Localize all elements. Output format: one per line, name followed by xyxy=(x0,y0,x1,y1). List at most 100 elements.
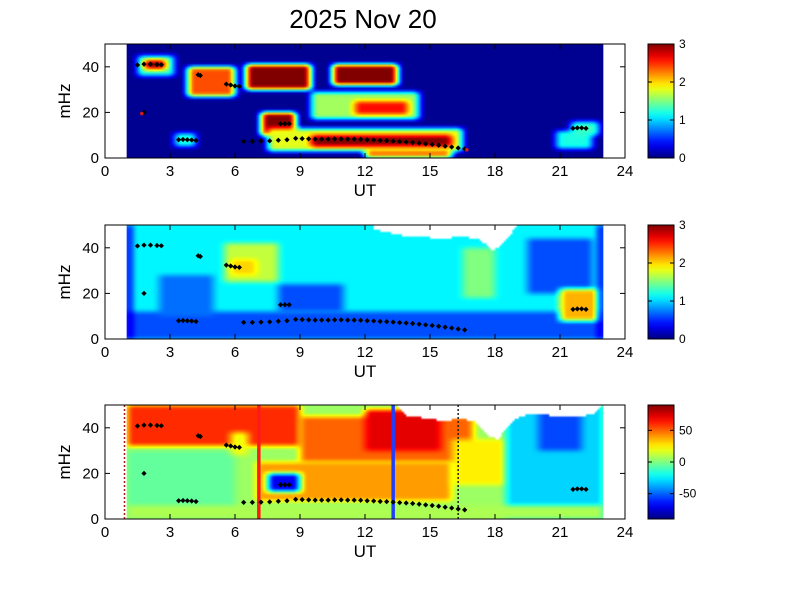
trace-end-point xyxy=(140,111,144,116)
trace-point xyxy=(134,423,141,429)
x-tick-label: 12 xyxy=(357,163,374,180)
trace-point xyxy=(332,136,338,142)
trace-point xyxy=(403,500,409,506)
trace-point xyxy=(338,497,344,503)
trace-point xyxy=(306,497,312,503)
trace-point xyxy=(583,306,589,312)
x-tick-label: 3 xyxy=(166,163,174,180)
trace-point xyxy=(258,138,264,144)
spectrogram-top xyxy=(126,44,604,158)
x-axis-label: UT xyxy=(354,181,377,200)
trace-point xyxy=(436,503,442,509)
x-tick-label: 12 xyxy=(357,524,374,541)
colorbar-tick-label: -50 xyxy=(679,487,697,501)
trace-point xyxy=(319,136,325,142)
trace-point xyxy=(134,243,141,249)
trace-point xyxy=(141,61,147,67)
spectrogram-bottom xyxy=(126,405,604,519)
trace-point xyxy=(449,505,455,511)
trace-point xyxy=(449,325,455,331)
trace-point xyxy=(223,442,229,448)
trace-point xyxy=(306,136,312,142)
trace-point xyxy=(193,137,199,144)
trace-point xyxy=(583,486,589,492)
trace-point xyxy=(358,317,364,323)
trace-point xyxy=(147,61,154,67)
colorbar xyxy=(647,43,675,159)
x-tick-label: 6 xyxy=(231,163,239,180)
trace-point xyxy=(293,135,299,142)
x-tick-label: 18 xyxy=(487,524,504,541)
trace-point xyxy=(193,318,199,325)
y-tick-label: 20 xyxy=(82,285,99,302)
trace-end-point xyxy=(465,147,469,152)
x-tick-label: 24 xyxy=(617,163,634,180)
trace-point xyxy=(147,422,154,428)
colorbar-tick-label: 50 xyxy=(679,423,693,437)
x-tick-label: 21 xyxy=(552,524,569,541)
trace-point xyxy=(423,502,429,508)
trace-point xyxy=(319,497,325,503)
trace-point xyxy=(267,138,273,144)
colorbar-tick-label: 0 xyxy=(679,332,686,346)
trace-point xyxy=(236,444,242,451)
trace-point xyxy=(299,135,305,142)
y-axis-label: mHz xyxy=(55,84,74,119)
trace-point xyxy=(338,136,344,142)
trace-point xyxy=(410,500,416,507)
trace-point xyxy=(455,326,461,332)
trace-point xyxy=(345,497,351,503)
trace-point xyxy=(158,62,164,68)
x-tick-label: 9 xyxy=(296,524,304,541)
colorbar xyxy=(647,224,675,340)
x-tick-label: 24 xyxy=(617,344,634,361)
y-tick-label: 40 xyxy=(82,59,99,76)
trace-point xyxy=(351,497,357,503)
trace-point xyxy=(364,318,370,324)
x-tick-label: 12 xyxy=(357,344,374,361)
colorbar-tick-label: 3 xyxy=(679,37,686,51)
x-tick-label: 3 xyxy=(166,344,174,361)
trace-point xyxy=(371,318,377,324)
trace-point xyxy=(583,125,589,131)
x-tick-label: 18 xyxy=(487,344,504,361)
trace-point xyxy=(397,319,403,326)
trace-point xyxy=(228,82,234,88)
trace-point xyxy=(249,138,255,144)
trace-point xyxy=(442,324,448,330)
trace-point xyxy=(236,83,242,90)
trace-point xyxy=(371,137,377,143)
colorbar-tick-label: 3 xyxy=(679,218,686,232)
y-tick-label: 0 xyxy=(91,331,99,348)
trace-point xyxy=(462,327,468,333)
trace-point xyxy=(325,317,331,323)
x-tick-label: 18 xyxy=(487,163,504,180)
trace-point xyxy=(429,322,435,329)
x-tick-label: 0 xyxy=(101,163,109,180)
x-axis-label: UT xyxy=(354,362,377,381)
trace-point xyxy=(410,320,416,327)
y-tick-label: 40 xyxy=(82,240,99,257)
trace-point xyxy=(147,242,154,248)
trace-point xyxy=(345,317,351,323)
trace-point xyxy=(286,302,292,308)
trace-point xyxy=(286,121,292,127)
trace-point xyxy=(197,433,203,440)
trace-point xyxy=(377,318,383,325)
trace-point xyxy=(455,145,461,151)
trace-point xyxy=(384,499,390,505)
colorbar-tick-label: 0 xyxy=(679,455,686,469)
trace-point xyxy=(449,144,455,150)
trace-point xyxy=(455,506,461,512)
trace-point xyxy=(364,137,370,143)
x-tick-label: 15 xyxy=(422,344,439,361)
x-tick-label: 3 xyxy=(166,524,174,541)
trace-point xyxy=(249,319,255,325)
trace-point xyxy=(141,422,147,428)
trace-point xyxy=(338,317,344,323)
x-tick-label: 15 xyxy=(422,163,439,180)
trace-point xyxy=(284,137,290,143)
